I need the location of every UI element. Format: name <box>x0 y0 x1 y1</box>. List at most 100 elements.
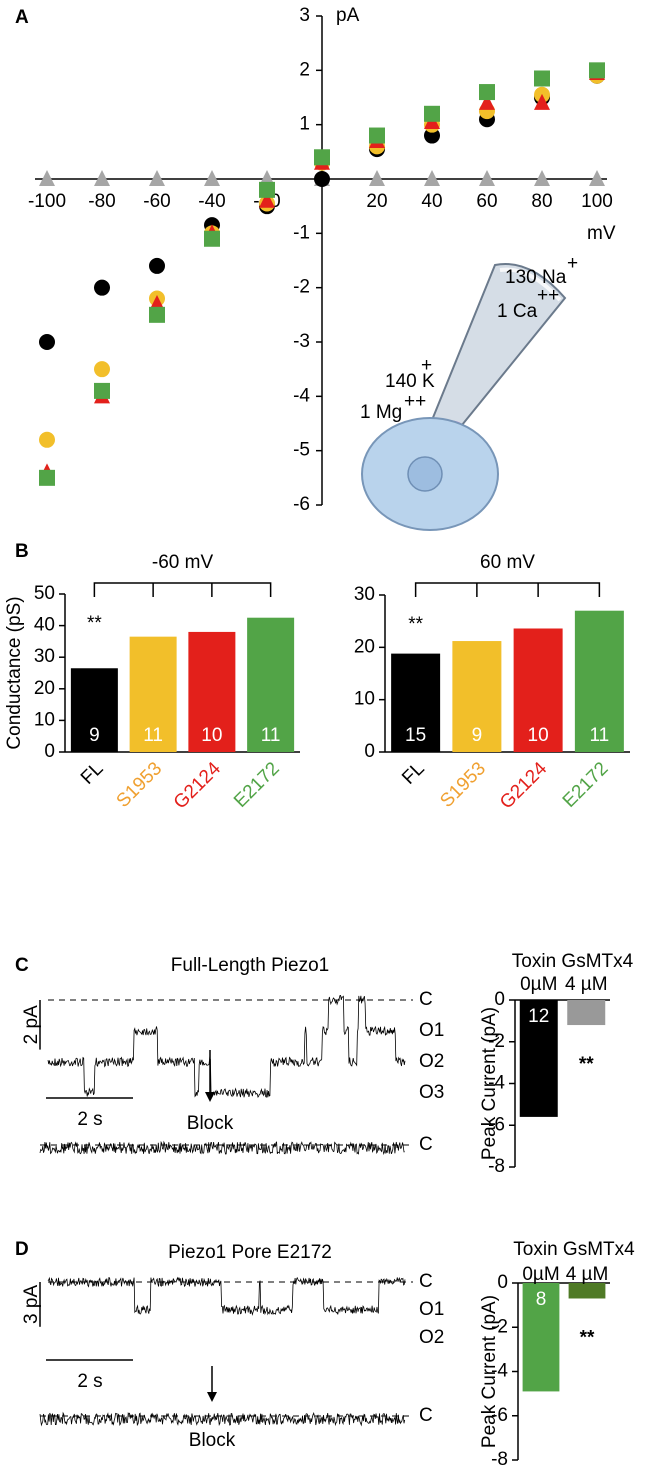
y-tick-label: -6 <box>491 1405 508 1426</box>
y-tick-label: 40 <box>34 615 55 636</box>
bar <box>568 1283 606 1299</box>
x-tick-label: 40 <box>421 191 442 212</box>
chart-title: Toxin GsMTx4 <box>512 951 634 972</box>
y-tick-label: 20 <box>354 636 375 657</box>
y-tick-label: -5 <box>293 440 310 461</box>
time-scale-label: 2 s <box>77 1371 102 1392</box>
current-trace <box>47 1276 406 1316</box>
bar <box>129 636 177 752</box>
chart-title: Full-Length Piezo1 <box>171 955 329 976</box>
y-tick-label: 0 <box>497 1272 508 1293</box>
x-tick-label: -60 <box>143 191 170 212</box>
bar <box>247 617 295 752</box>
x-tick-label: FL <box>77 758 108 789</box>
data-point <box>369 127 385 144</box>
level-label: C <box>419 1405 433 1426</box>
y-tick-label: 50 <box>34 583 55 604</box>
data-point <box>534 93 550 110</box>
data-point <box>424 105 440 122</box>
y-tick-label: -6 <box>488 1114 505 1135</box>
y-tick-label: -2 <box>293 277 310 298</box>
data-point <box>39 431 55 448</box>
n-label: 8 <box>536 1289 547 1310</box>
y-tick-label: 1 <box>299 114 310 135</box>
x-tick-label: -40 <box>198 191 225 212</box>
y-tick-label: -1 <box>293 222 310 243</box>
chart-title: -60 mV <box>152 552 214 573</box>
x-tick-label: 0µM <box>520 974 557 995</box>
chart-title: Toxin GsMTx4 <box>513 1239 635 1260</box>
y-axis-label: Peak Current (pA) <box>479 1295 500 1448</box>
annotation: ++ <box>404 391 426 412</box>
annotation: 130 Na <box>505 267 567 288</box>
data-point <box>589 170 605 186</box>
amplitude-scale-label: 2 pA <box>21 1005 42 1044</box>
x-tick-label: -80 <box>88 191 115 212</box>
amplitude-scale-label: 3 pA <box>21 1285 42 1324</box>
annotation: 140 K <box>385 371 435 392</box>
data-point <box>94 170 110 186</box>
bracket <box>93 582 272 597</box>
data-point <box>479 93 495 110</box>
y-tick-label: -8 <box>488 1156 505 1177</box>
significance: ** <box>580 1328 595 1349</box>
x-tick-label: G2124 <box>170 758 225 813</box>
y-tick-label: 30 <box>34 646 55 667</box>
y-tick-label: -2 <box>488 1031 505 1052</box>
y-tick-label: 2 <box>299 59 310 80</box>
block-arrow-head <box>207 1392 217 1402</box>
data-point <box>479 170 495 186</box>
data-point <box>39 469 55 486</box>
n-label: 9 <box>89 725 100 746</box>
y-tick-label: 0 <box>44 741 55 762</box>
data-point <box>424 170 440 186</box>
x-tick-label: S1953 <box>113 758 167 812</box>
n-label: 12 <box>528 1006 549 1027</box>
significance: ** <box>87 613 102 634</box>
chart-title: Piezo1 Pore E2172 <box>168 1242 332 1263</box>
annotation: 1 Ca <box>497 301 538 322</box>
y-tick-label: 3 <box>299 5 310 26</box>
annotation: 1 Mg <box>360 402 402 423</box>
data-point <box>259 191 275 208</box>
y-tick-label: 0 <box>364 741 375 762</box>
n-label: 15 <box>405 725 426 746</box>
annotation: ++ <box>537 285 559 306</box>
x-tick-label: FL <box>398 758 429 789</box>
data-point <box>149 306 165 323</box>
panel-label: A <box>15 7 29 28</box>
panel-label: D <box>15 1239 29 1260</box>
data-point <box>39 170 55 186</box>
level-label: O2 <box>419 1327 444 1348</box>
x-tick-label: 4 µM <box>566 1264 609 1285</box>
block-label: Block <box>187 1113 234 1134</box>
data-point <box>534 170 550 186</box>
bar <box>70 668 118 752</box>
level-label: O1 <box>419 1020 444 1041</box>
block-arrow-head <box>205 1092 215 1102</box>
data-point <box>204 230 220 247</box>
data-point <box>259 181 275 198</box>
current-trace <box>47 995 406 1098</box>
data-point <box>94 361 110 378</box>
y-tick-label: 0 <box>494 989 505 1010</box>
x-tick-label: G2124 <box>496 758 551 813</box>
block-label: Block <box>189 1430 236 1451</box>
level-label: O2 <box>419 1051 444 1072</box>
data-point <box>204 170 220 186</box>
data-point <box>314 171 330 187</box>
bar <box>513 628 563 752</box>
x-tick-label: 4 µM <box>565 974 608 995</box>
n-label: 9 <box>472 725 483 746</box>
bar <box>522 1283 560 1392</box>
bar <box>567 1000 606 1026</box>
x-tick-label: -100 <box>28 191 66 212</box>
data-point <box>39 334 55 350</box>
data-point <box>149 257 165 274</box>
bar <box>519 1000 558 1117</box>
bar <box>452 641 502 752</box>
x-tick-label: 20 <box>366 191 387 212</box>
x-tick-label: 100 <box>581 191 613 212</box>
data-point <box>589 62 605 79</box>
